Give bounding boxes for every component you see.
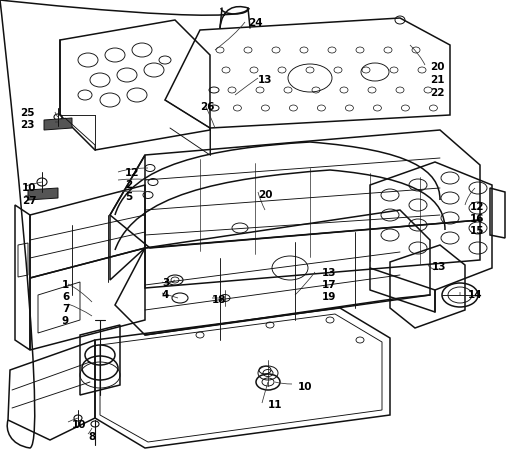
- Text: 17: 17: [322, 280, 337, 290]
- Text: 9: 9: [62, 316, 69, 326]
- Text: 21: 21: [430, 75, 444, 85]
- Text: 22: 22: [430, 88, 444, 98]
- Text: 10: 10: [72, 420, 87, 430]
- Text: 3: 3: [162, 278, 169, 288]
- Text: 13: 13: [258, 75, 272, 85]
- Text: 25: 25: [20, 108, 35, 118]
- Text: 13: 13: [432, 262, 447, 272]
- Text: 13: 13: [322, 268, 336, 278]
- Text: 5: 5: [125, 192, 132, 202]
- Polygon shape: [44, 118, 72, 130]
- Text: 20: 20: [430, 62, 444, 72]
- Text: 1: 1: [62, 280, 69, 290]
- Text: 12: 12: [125, 168, 140, 178]
- Polygon shape: [28, 188, 58, 200]
- Text: 15: 15: [470, 226, 485, 236]
- Text: 2: 2: [125, 180, 132, 190]
- Text: 18: 18: [212, 295, 227, 305]
- Text: 7: 7: [62, 304, 70, 314]
- Text: 24: 24: [248, 18, 263, 28]
- Text: 4: 4: [162, 290, 169, 300]
- Text: 16: 16: [470, 214, 485, 224]
- Text: 27: 27: [22, 196, 37, 206]
- Text: 11: 11: [268, 400, 283, 410]
- Text: 10: 10: [22, 183, 37, 193]
- Text: 23: 23: [20, 120, 35, 130]
- Text: 6: 6: [62, 292, 69, 302]
- Text: 8: 8: [88, 432, 95, 442]
- Text: 14: 14: [468, 290, 483, 300]
- Text: 10: 10: [298, 382, 313, 392]
- Text: 26: 26: [200, 102, 215, 112]
- Text: 19: 19: [322, 292, 336, 302]
- Text: 20: 20: [258, 190, 272, 200]
- Text: 12: 12: [470, 202, 485, 212]
